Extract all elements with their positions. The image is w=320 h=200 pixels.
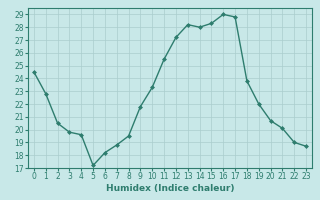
X-axis label: Humidex (Indice chaleur): Humidex (Indice chaleur) <box>106 184 234 193</box>
